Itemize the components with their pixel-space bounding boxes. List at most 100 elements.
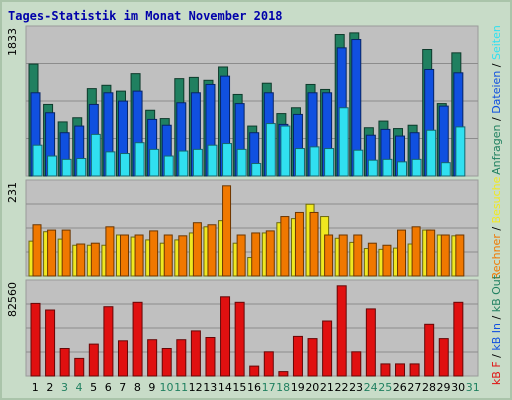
legend-entry: Dateien	[490, 71, 503, 114]
bar-rechner	[61, 229, 71, 277]
bar-seiten	[178, 150, 189, 177]
bar-seiten	[397, 161, 408, 177]
bar-rechner	[397, 229, 407, 277]
legend-entry: /	[490, 351, 503, 362]
x-tick-label: 3	[61, 381, 68, 394]
bar-kb-f	[380, 363, 391, 377]
bar-kb-f	[278, 371, 289, 377]
page-title: Tages-Statistik im Monat November 2018	[8, 9, 283, 23]
x-tick-label: 30	[451, 381, 465, 394]
bar-seiten	[222, 143, 233, 177]
x-tick-label: 23	[349, 381, 363, 394]
legend-entry: Besuche	[490, 176, 503, 223]
bar-kb-f	[249, 365, 260, 377]
bar-kb-f	[74, 357, 85, 377]
bar-rechner	[280, 216, 290, 277]
legend-bottom: kB F / kB In / kB Out	[490, 274, 503, 385]
bar-kb-f	[117, 340, 128, 377]
bar-seiten	[382, 158, 393, 177]
x-tick-label: 13	[203, 381, 217, 394]
bar-seiten	[90, 133, 101, 177]
y-max-label-top: 1833	[6, 28, 19, 56]
bar-seiten	[105, 151, 116, 177]
bar-rechner	[207, 224, 217, 277]
x-tick-label: 14	[218, 381, 232, 394]
legend-middle: Rechner / Besuche	[490, 176, 503, 279]
bar-rechner	[367, 242, 377, 277]
x-tick-label: 24	[364, 381, 378, 394]
bar-rechner	[251, 232, 261, 277]
x-tick-label: 16	[247, 381, 261, 394]
bar-seiten	[367, 159, 378, 177]
bar-kb-f	[88, 343, 99, 377]
x-tick-label: 26	[393, 381, 407, 394]
bar-rechner	[90, 242, 100, 277]
bar-kb-f	[307, 338, 318, 377]
bar-rechner	[47, 229, 57, 277]
bar-kb-f	[424, 323, 435, 377]
bar-kb-f	[263, 351, 274, 377]
bar-seiten	[265, 123, 276, 177]
bar-rechner	[382, 244, 392, 277]
bar-kb-f	[147, 339, 158, 377]
x-tick-label: 25	[378, 381, 392, 394]
bar-rechner	[163, 234, 173, 277]
bar-seiten	[324, 148, 335, 177]
bar-kb-f	[409, 363, 420, 377]
x-tick-label: 27	[407, 381, 421, 394]
x-tick-label: 21	[320, 381, 334, 394]
x-tick-label: 5	[90, 381, 97, 394]
x-tick-label: 11	[174, 381, 188, 394]
bar-seiten	[338, 107, 349, 177]
x-tick-label: 4	[76, 381, 83, 394]
legend-entry: /	[490, 312, 503, 323]
legend-entry: /	[490, 223, 503, 234]
legend-entry: kB In	[490, 323, 503, 351]
bar-seiten	[149, 148, 160, 177]
x-tick-label: 15	[232, 381, 246, 394]
bar-rechner	[411, 226, 421, 277]
bar-rechner	[119, 234, 129, 277]
bar-rechner	[178, 235, 188, 277]
x-tick-label: 2	[46, 381, 53, 394]
bar-kb-f	[336, 285, 347, 377]
bar-kb-f	[292, 335, 303, 377]
bar-seiten	[294, 148, 305, 177]
bar-rechner	[192, 222, 202, 277]
x-tick-label: 20	[305, 381, 319, 394]
legend-entry: Seiten	[490, 25, 503, 60]
bar-rechner	[149, 230, 159, 277]
bar-seiten	[309, 146, 320, 177]
x-tick-label: 19	[291, 381, 305, 394]
bar-seiten	[134, 142, 145, 177]
legend-entry: kB Out	[490, 274, 503, 312]
bar-rechner	[426, 229, 436, 277]
bar-rechner	[134, 234, 144, 277]
bar-seiten	[280, 125, 291, 177]
bar-seiten	[119, 153, 130, 177]
x-tick-label: 18	[276, 381, 290, 394]
bar-kb-f	[395, 363, 406, 377]
bar-seiten	[32, 144, 43, 177]
bar-kb-f	[190, 330, 201, 377]
bar-seiten	[192, 148, 203, 177]
bar-seiten	[163, 155, 174, 177]
bar-seiten	[207, 144, 218, 177]
bar-kb-f	[453, 301, 464, 377]
x-tick-label: 28	[422, 381, 436, 394]
bar-kb-f	[438, 338, 449, 377]
bar-seiten	[440, 162, 451, 177]
x-tick-label: 31	[466, 381, 480, 394]
bar-kb-f	[132, 301, 143, 377]
bar-rechner	[236, 234, 246, 277]
legend-entry: /	[490, 60, 503, 71]
legend-entry: Anfragen	[490, 124, 503, 174]
bar-seiten	[411, 158, 422, 177]
bar-kb-f	[365, 308, 376, 377]
bar-rechner	[353, 234, 363, 277]
bar-kb-f	[205, 337, 216, 377]
bar-rechner	[76, 243, 86, 277]
bar-kb-f	[30, 302, 41, 377]
bar-kb-f	[45, 309, 56, 377]
